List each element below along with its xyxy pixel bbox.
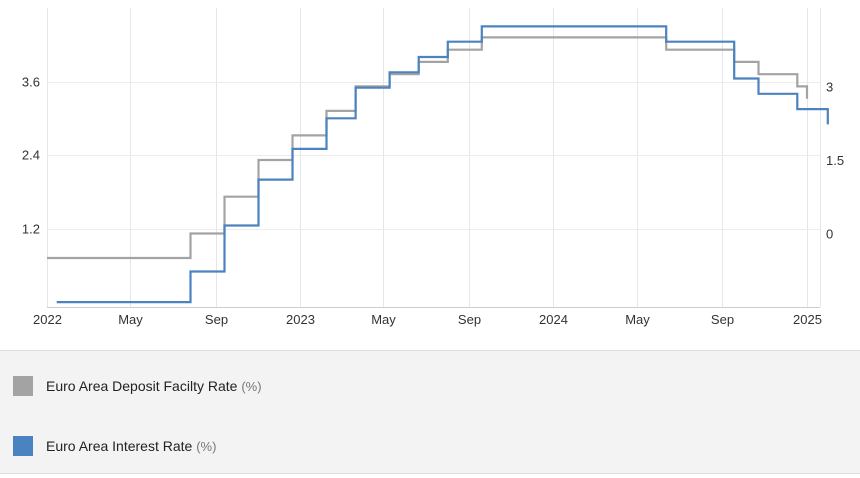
step-line-chart: 2022 May Sep 2023 May Sep 2024 May Sep 2025 1.2 2.4… [22, 8, 844, 327]
legend-item-deposit-rate[interactable]: Euro Area Deposit Facilty Rate (%) [13, 376, 262, 396]
x-tick-label: May [625, 312, 650, 327]
x-tick-label: Sep [458, 312, 481, 327]
y-left-tick-label: 3.6 [22, 75, 40, 90]
x-tick-label: 2025 [793, 312, 822, 327]
y-left-tick-label: 1.2 [22, 222, 40, 237]
legend-item-interest-rate[interactable]: Euro Area Interest Rate (%) [13, 436, 216, 456]
legend-swatch-interest-rate [13, 436, 33, 456]
y-right-tick-label: 1.5 [826, 153, 844, 168]
series-line-deposit-rate [47, 36, 809, 260]
x-tick-label: 2023 [286, 312, 315, 327]
x-tick-label: Sep [205, 312, 228, 327]
legend-label-interest-rate: Euro Area Interest Rate (%) [46, 438, 216, 454]
legend-label-deposit-rate: Euro Area Deposit Facilty Rate (%) [46, 378, 262, 394]
x-tick-label: Sep [711, 312, 734, 327]
x-tick-label: 2022 [33, 312, 62, 327]
legend-name-interest-rate: Euro Area Interest Rate [46, 438, 193, 454]
y-right-tick-label: 0 [826, 226, 833, 241]
legend: Euro Area Deposit Facilty Rate (%) Euro … [0, 350, 860, 474]
series-line-interest-rate [56, 25, 829, 304]
y-right-tick-label: 3 [826, 79, 833, 94]
chart-area: 2022 May Sep 2023 May Sep 2024 May Sep 2025 1.2 2.4… [22, 8, 844, 327]
legend-name-deposit-rate: Euro Area Deposit Facilty Rate [46, 378, 238, 394]
x-tick-label: May [118, 312, 143, 327]
x-tick-label: 2024 [539, 312, 568, 327]
x-tick-label: May [371, 312, 396, 327]
legend-swatch-deposit-rate [13, 376, 33, 396]
legend-unit-deposit-rate: (%) [241, 379, 262, 394]
y-left-tick-label: 2.4 [22, 148, 40, 163]
legend-unit-interest-rate: (%) [196, 439, 217, 454]
